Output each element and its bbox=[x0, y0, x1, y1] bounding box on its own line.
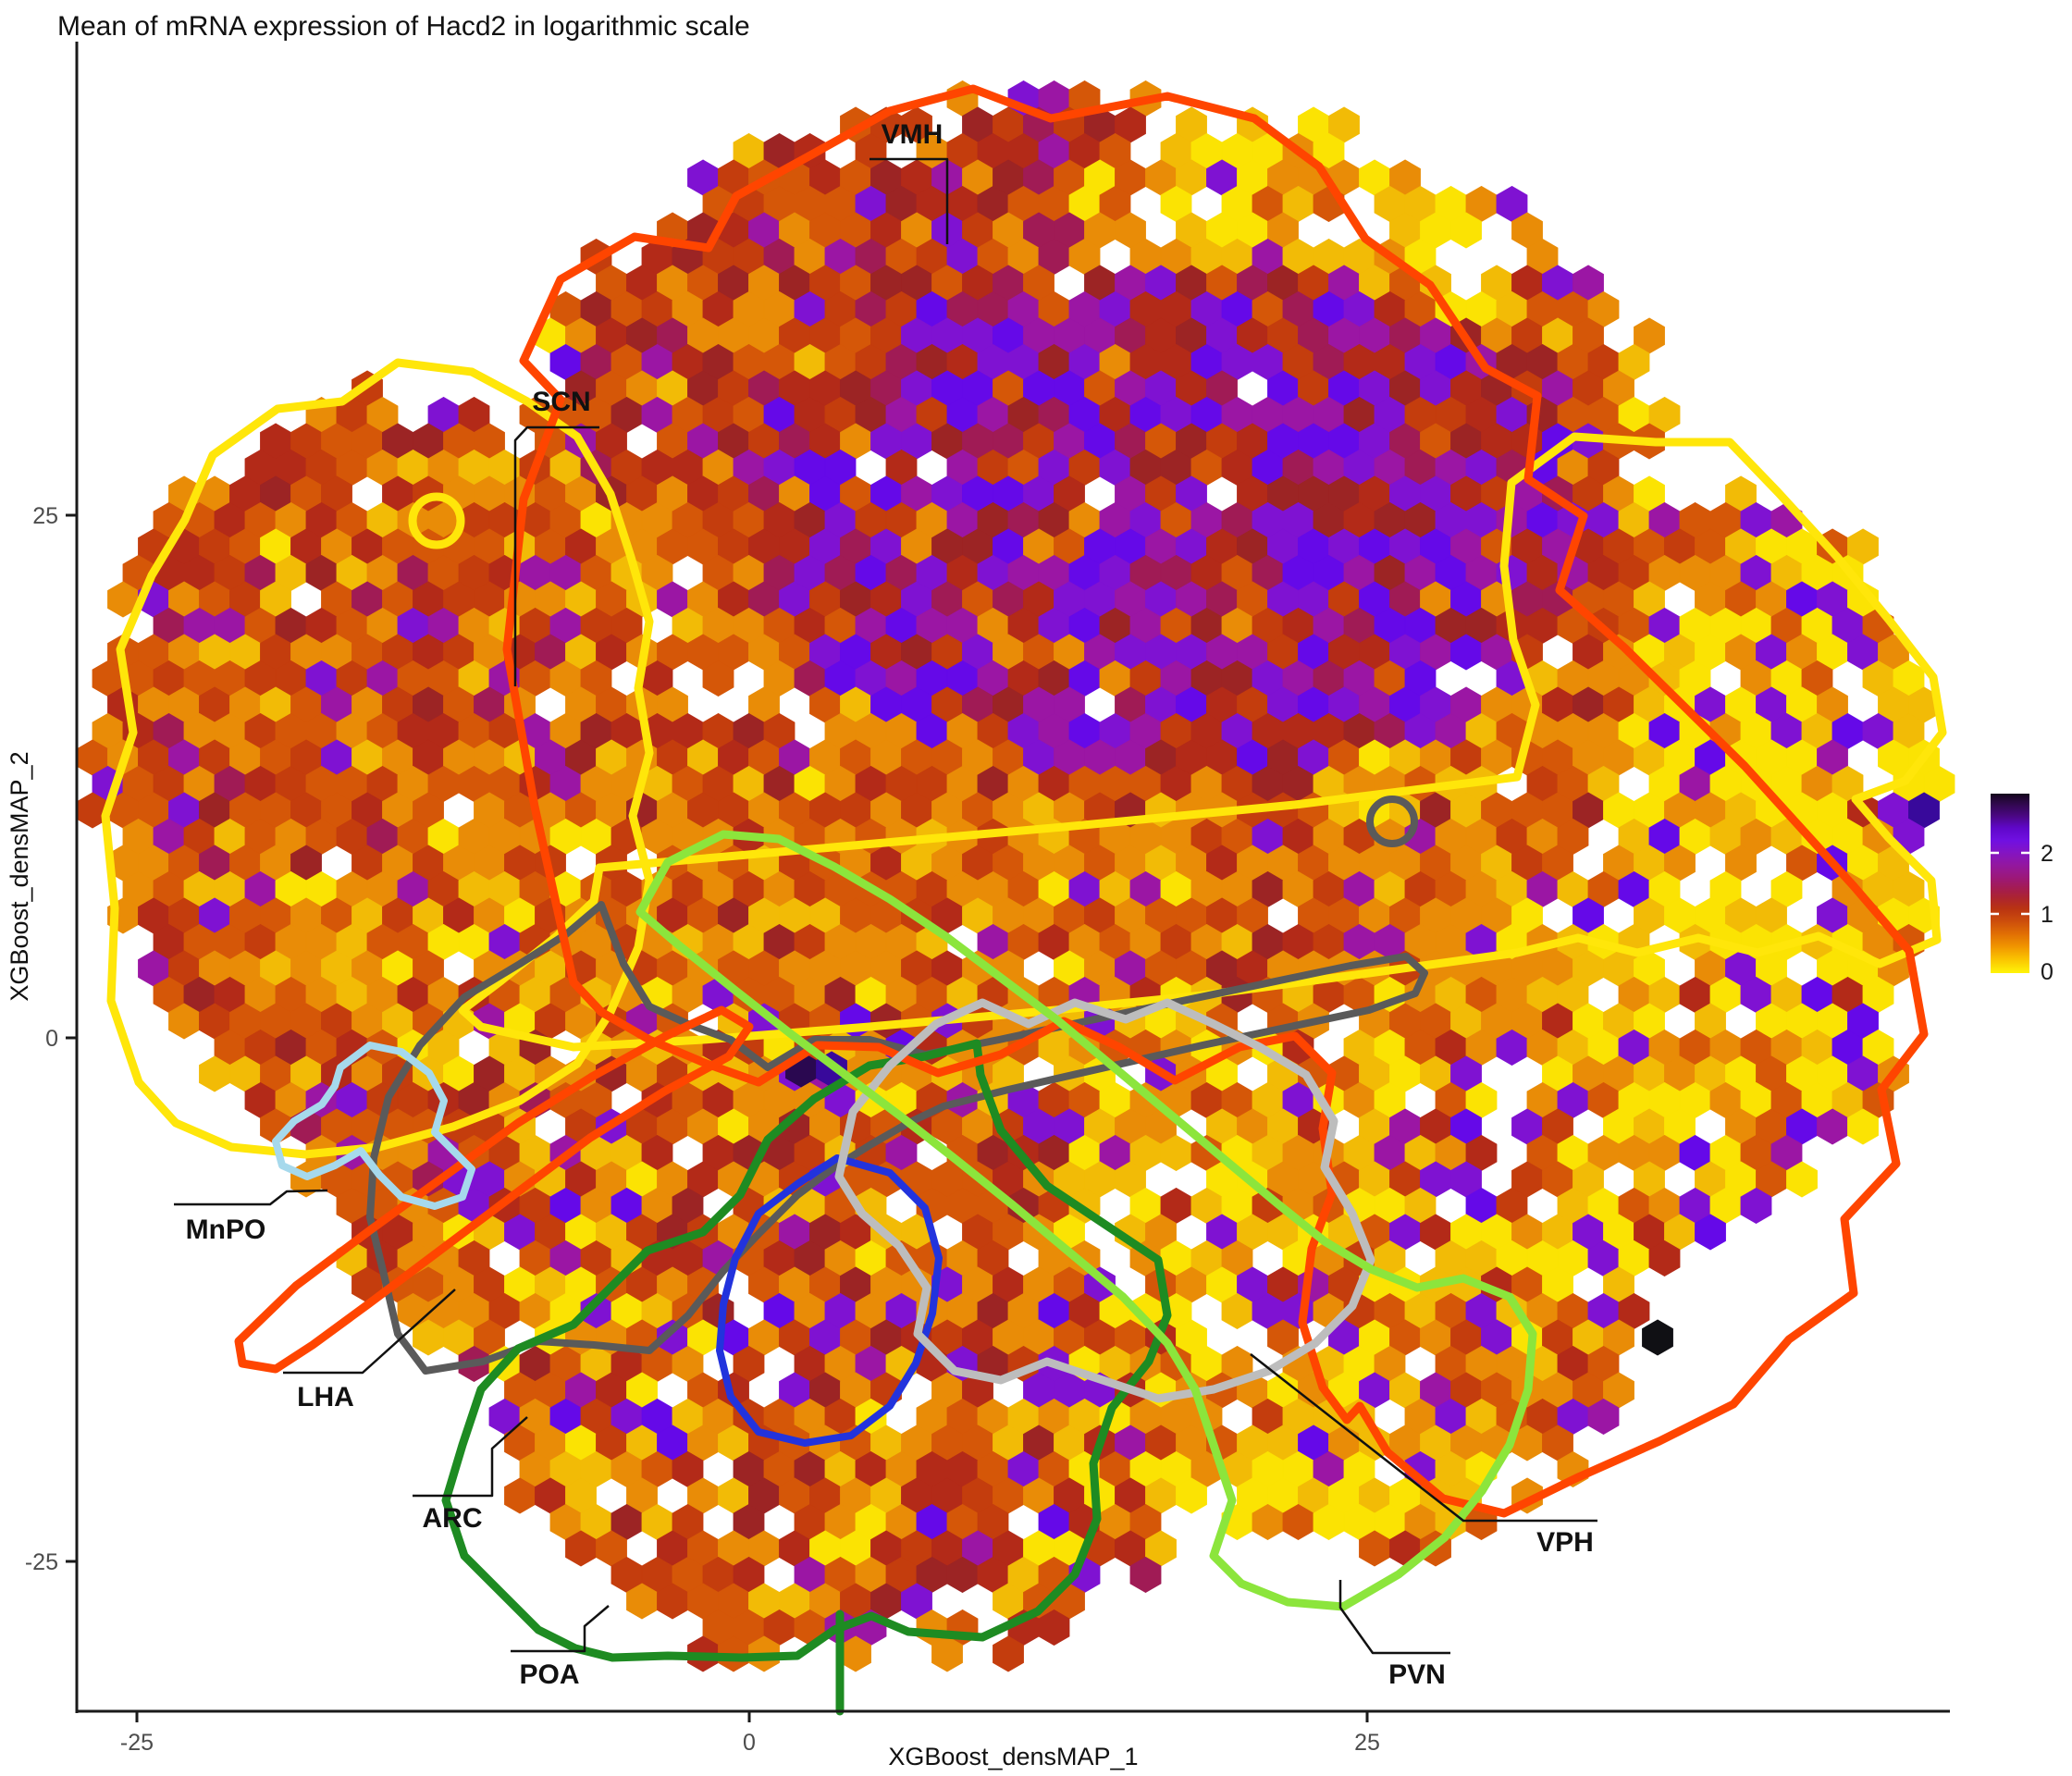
region-label-mnpo: MnPO bbox=[186, 1215, 266, 1245]
leader-lha bbox=[283, 1289, 456, 1375]
colorbar-tick-label: 0 bbox=[2041, 959, 2054, 985]
leader-arc bbox=[413, 1416, 528, 1498]
y-tick-label: 0 bbox=[45, 1026, 58, 1052]
region-outline-layer bbox=[101, 84, 1947, 1716]
region-label-poa: POA bbox=[519, 1659, 579, 1690]
hex-cell bbox=[1786, 1161, 1818, 1198]
region-outline-lha bbox=[366, 901, 1428, 1375]
x-tick-label: 25 bbox=[1354, 1730, 1380, 1756]
leader-mnpo bbox=[174, 1189, 328, 1206]
leader-vmh bbox=[870, 157, 949, 244]
region-label-vmh: VMH bbox=[882, 119, 944, 150]
hex-cell-special bbox=[1642, 1319, 1673, 1356]
hex-cell bbox=[1847, 1108, 1879, 1145]
plot-title: Mean of mRNA expression of Hacd2 in loga… bbox=[57, 11, 750, 42]
region-label-arc: ARC bbox=[423, 1503, 483, 1534]
hex-cell bbox=[702, 660, 734, 697]
colorbar-legend: 2 1 0 bbox=[1991, 794, 2054, 985]
y-tick-label: 25 bbox=[32, 503, 58, 529]
x-tick-label: -25 bbox=[120, 1730, 154, 1756]
region-outline-vmh bbox=[502, 84, 1929, 1518]
hex-cell bbox=[1648, 1240, 1681, 1277]
region-outline-scn bbox=[408, 492, 465, 549]
y-axis-title: XGBoost_densMAP_2 bbox=[6, 751, 33, 1001]
region-outline-mnpo bbox=[272, 1042, 475, 1210]
region-label-scn: SCN bbox=[532, 387, 590, 417]
leader-pvn bbox=[1338, 1580, 1450, 1655]
hex-cell bbox=[1695, 1214, 1726, 1251]
x-tick-label: 0 bbox=[743, 1730, 756, 1756]
axes-layer: -25 0 25 25 0 -25 bbox=[25, 42, 1950, 1756]
colorbar-tick-label: 1 bbox=[2041, 902, 2054, 928]
region-outline-arc bbox=[716, 1154, 943, 1447]
region-label-vph: VPH bbox=[1536, 1527, 1594, 1558]
hex-cell bbox=[1587, 1398, 1620, 1436]
hex-cell bbox=[993, 1635, 1024, 1672]
hex-cell bbox=[1450, 212, 1482, 249]
x-axis-title: XGBoost_densMAP_1 bbox=[888, 1743, 1138, 1770]
leader-scn bbox=[513, 426, 599, 686]
region-outline-vph bbox=[834, 998, 1375, 1403]
region-outline-vmh bbox=[234, 1005, 754, 1374]
leader-vph bbox=[1250, 1353, 1597, 1523]
hex-cell bbox=[1176, 1477, 1207, 1514]
y-tick-label: -25 bbox=[25, 1549, 58, 1575]
region-outline-pvn bbox=[635, 830, 1537, 1611]
colorbar-tick-label: 2 bbox=[2041, 841, 2054, 867]
region-label-pvn: PVN bbox=[1388, 1659, 1446, 1690]
leader-poa bbox=[511, 1605, 610, 1653]
colorbar-gradient bbox=[1991, 794, 2029, 973]
hex-cell bbox=[1129, 1556, 1162, 1594]
hex-cell bbox=[931, 1635, 963, 1672]
hex-cell bbox=[1038, 1609, 1070, 1646]
region-outline-lha bbox=[1366, 796, 1418, 847]
region-leader-layer bbox=[174, 157, 1597, 1655]
region-label-lha: LHA bbox=[297, 1382, 354, 1412]
hex-cell bbox=[1740, 1187, 1772, 1225]
region-label-layer: SCN LHA ARC POA VMH VPH PVN MnPO bbox=[186, 119, 1594, 1690]
region-outline-scn bbox=[101, 358, 654, 1159]
